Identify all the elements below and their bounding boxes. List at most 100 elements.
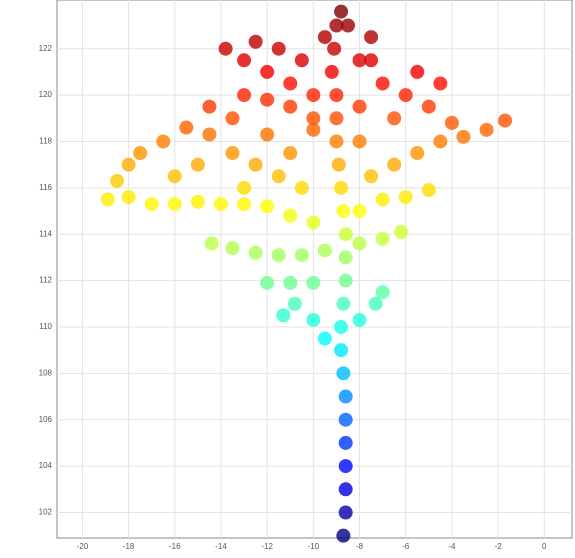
point [101, 192, 115, 206]
point [276, 308, 290, 322]
point [376, 192, 390, 206]
point [334, 181, 348, 195]
point [399, 88, 413, 102]
point [376, 76, 390, 90]
point [325, 65, 339, 79]
x-tick-label: -12 [261, 542, 273, 551]
point [334, 5, 348, 19]
point [364, 169, 378, 183]
point [353, 313, 367, 327]
point [422, 183, 436, 197]
point [339, 413, 353, 427]
x-tick-label: -16 [169, 542, 181, 551]
y-tick-label: 114 [39, 229, 52, 238]
point [394, 225, 408, 239]
point [168, 169, 182, 183]
x-tick-label: 0 [542, 542, 547, 551]
y-tick-label: 106 [39, 415, 53, 424]
point [336, 297, 350, 311]
x-tick-label: -10 [308, 542, 320, 551]
point [237, 88, 251, 102]
point [295, 248, 309, 262]
point [336, 366, 350, 380]
point [219, 42, 233, 56]
point [318, 332, 332, 346]
point [283, 209, 297, 223]
point [364, 30, 378, 44]
point [226, 146, 240, 160]
point [353, 134, 367, 148]
point [237, 197, 251, 211]
y-tick-label: 102 [39, 508, 53, 517]
point [376, 232, 390, 246]
point [249, 35, 263, 49]
point [283, 76, 297, 90]
point [456, 130, 470, 144]
point [318, 243, 332, 257]
point [191, 158, 205, 172]
point [226, 241, 240, 255]
point [260, 128, 274, 142]
point [249, 246, 263, 260]
point [318, 30, 332, 44]
point [498, 114, 512, 128]
point [336, 529, 350, 543]
point [387, 111, 401, 125]
point [480, 123, 494, 137]
point [295, 53, 309, 67]
x-tick-label: -4 [448, 542, 456, 551]
point [179, 121, 193, 135]
point [288, 297, 302, 311]
point [214, 197, 228, 211]
x-tick-label: -14 [215, 542, 227, 551]
plot-frame [57, 0, 572, 538]
point [260, 199, 274, 213]
point [272, 42, 286, 56]
point [205, 236, 219, 250]
y-tick-label: 122 [39, 44, 53, 53]
point [341, 19, 355, 33]
point [133, 146, 147, 160]
point [306, 111, 320, 125]
point [295, 181, 309, 195]
point [306, 313, 320, 327]
point [353, 204, 367, 218]
point [306, 88, 320, 102]
y-tick-label: 108 [39, 368, 53, 377]
y-tick-label: 118 [39, 137, 52, 146]
point [329, 134, 343, 148]
point [260, 93, 274, 107]
point [433, 76, 447, 90]
y-tick-label: 116 [39, 183, 52, 192]
point [237, 181, 251, 195]
point [283, 100, 297, 114]
point [410, 146, 424, 160]
point [376, 285, 390, 299]
point [336, 204, 350, 218]
point [339, 459, 353, 473]
point [327, 42, 341, 56]
point [332, 158, 346, 172]
point [168, 197, 182, 211]
point [339, 436, 353, 450]
point [353, 100, 367, 114]
point [260, 276, 274, 290]
x-tick-label: -8 [356, 542, 364, 551]
point [306, 276, 320, 290]
point [306, 216, 320, 230]
point [145, 197, 159, 211]
point [122, 158, 136, 172]
point [272, 248, 286, 262]
point [339, 505, 353, 519]
y-tick-label: 104 [39, 461, 53, 470]
x-tick-label: -6 [402, 542, 410, 551]
point [399, 190, 413, 204]
point [122, 190, 136, 204]
point [237, 53, 251, 67]
point [202, 128, 216, 142]
point [226, 111, 240, 125]
x-tick-label: -20 [77, 542, 89, 551]
point [339, 227, 353, 241]
point [156, 134, 170, 148]
point [260, 65, 274, 79]
